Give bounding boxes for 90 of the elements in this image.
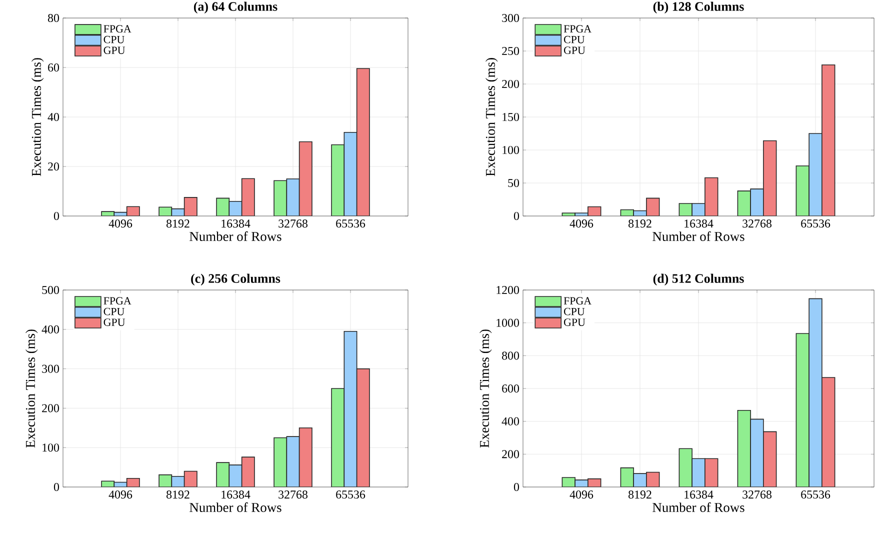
bar [704,458,718,488]
legend-label: FPGA [564,25,592,33]
y-tick-label: 60 [48,63,60,72]
y-tick-label: 150 [502,112,520,122]
x-tick-label: 16384 [222,220,250,228]
bar [822,377,836,488]
bar [796,165,810,216]
y-tick-label: 300 [42,364,60,373]
legend-label: FPGA [104,297,132,305]
bar [763,431,777,488]
bar [692,458,706,488]
chart-title: (b) 128 Columns [653,2,744,14]
y-axis-title: Execution Times (ms) [26,330,38,448]
x-tick-label: 65536 [801,220,830,228]
legend-label: CPU [564,308,585,316]
y-tick-label: 0 [54,482,60,492]
y-axis-title: Execution Times (ms) [480,330,492,448]
x-tick-label: 4096 [108,220,132,228]
y-axis-title: Execution Times (ms) [31,58,44,176]
chart-title: (d) 512 Columns [653,274,744,286]
bar [286,436,300,488]
bar [678,448,692,488]
y-tick-label: 500 [42,286,60,294]
x-tick-label: 8192 [166,490,190,499]
chart-title: (c) 256 Columns [191,274,280,286]
y-tick-label: 250 [502,46,520,56]
x-tick-label: 32768 [278,490,308,499]
bar [737,410,751,488]
y-tick-label: 800 [502,352,520,360]
y-tick-label: 1200 [496,286,520,294]
y-tick-label: 400 [502,417,520,426]
y-tick-label: 200 [502,450,520,458]
bar [763,140,777,216]
y-tick-label: 200 [502,80,520,88]
y-tick-label: 80 [48,14,60,22]
y-tick-label: 100 [502,146,520,154]
x-tick-label: 16384 [684,220,714,228]
bar [808,298,822,488]
x-tick-label: 32768 [742,220,772,228]
y-tick-label: 40 [48,112,60,122]
x-tick-label: 65536 [801,490,830,499]
x-tick-label: 65536 [336,490,366,499]
y-tick-label: 20 [48,162,60,171]
y-tick-label: 600 [502,384,520,393]
legend-label: CPU [564,36,585,44]
legend-label: GPU [564,318,586,326]
x-tick-label: 16384 [684,490,714,499]
x-tick-label: 8192 [628,220,652,228]
bar [228,464,242,488]
legend-label: GPU [564,46,586,54]
legend-label: GPU [104,318,126,326]
bar [796,333,810,488]
x-tick-label: 16384 [222,490,250,499]
bar [286,178,300,216]
chart-title: (a) 64 Columns [194,2,278,14]
legend-label: GPU [104,46,126,54]
x-tick-label: 8192 [166,220,190,228]
bar [344,132,358,216]
bar [822,64,836,216]
y-tick-label: 100 [42,444,60,452]
bar [808,133,822,216]
x-axis-title: Number of Rows [190,502,282,512]
x-tick-label: 4096 [108,490,132,499]
bar [344,330,358,488]
x-tick-label: 32768 [742,490,772,499]
x-tick-label: 8192 [628,490,652,499]
legend-label: CPU [104,308,124,316]
y-tick-label: 200 [42,404,60,412]
x-axis-title: Number of Rows [190,231,282,242]
y-tick-label: 300 [502,14,520,22]
y-tick-label: 0 [54,212,60,220]
y-tick-label: 400 [42,325,60,334]
x-axis-title: Number of Rows [652,502,744,512]
x-tick-label: 4096 [570,490,594,499]
y-tick-label: 1000 [496,318,520,327]
legend-label: FPGA [564,297,592,305]
bar [750,188,764,216]
y-tick-label: 0 [514,212,520,220]
x-tick-label: 32768 [278,220,308,228]
legend-label: FPGA [104,25,132,33]
x-axis-title: Number of Rows [652,231,744,242]
bar [620,467,634,488]
y-axis-title: Execution Times (ms) [486,58,498,176]
y-tick-label: 0 [514,482,520,492]
bar [704,177,718,216]
y-tick-label: 50 [508,178,520,188]
legend-label: CPU [104,36,124,44]
x-tick-label: 65536 [336,220,366,228]
bar [750,418,764,488]
x-tick-label: 4096 [570,220,594,228]
